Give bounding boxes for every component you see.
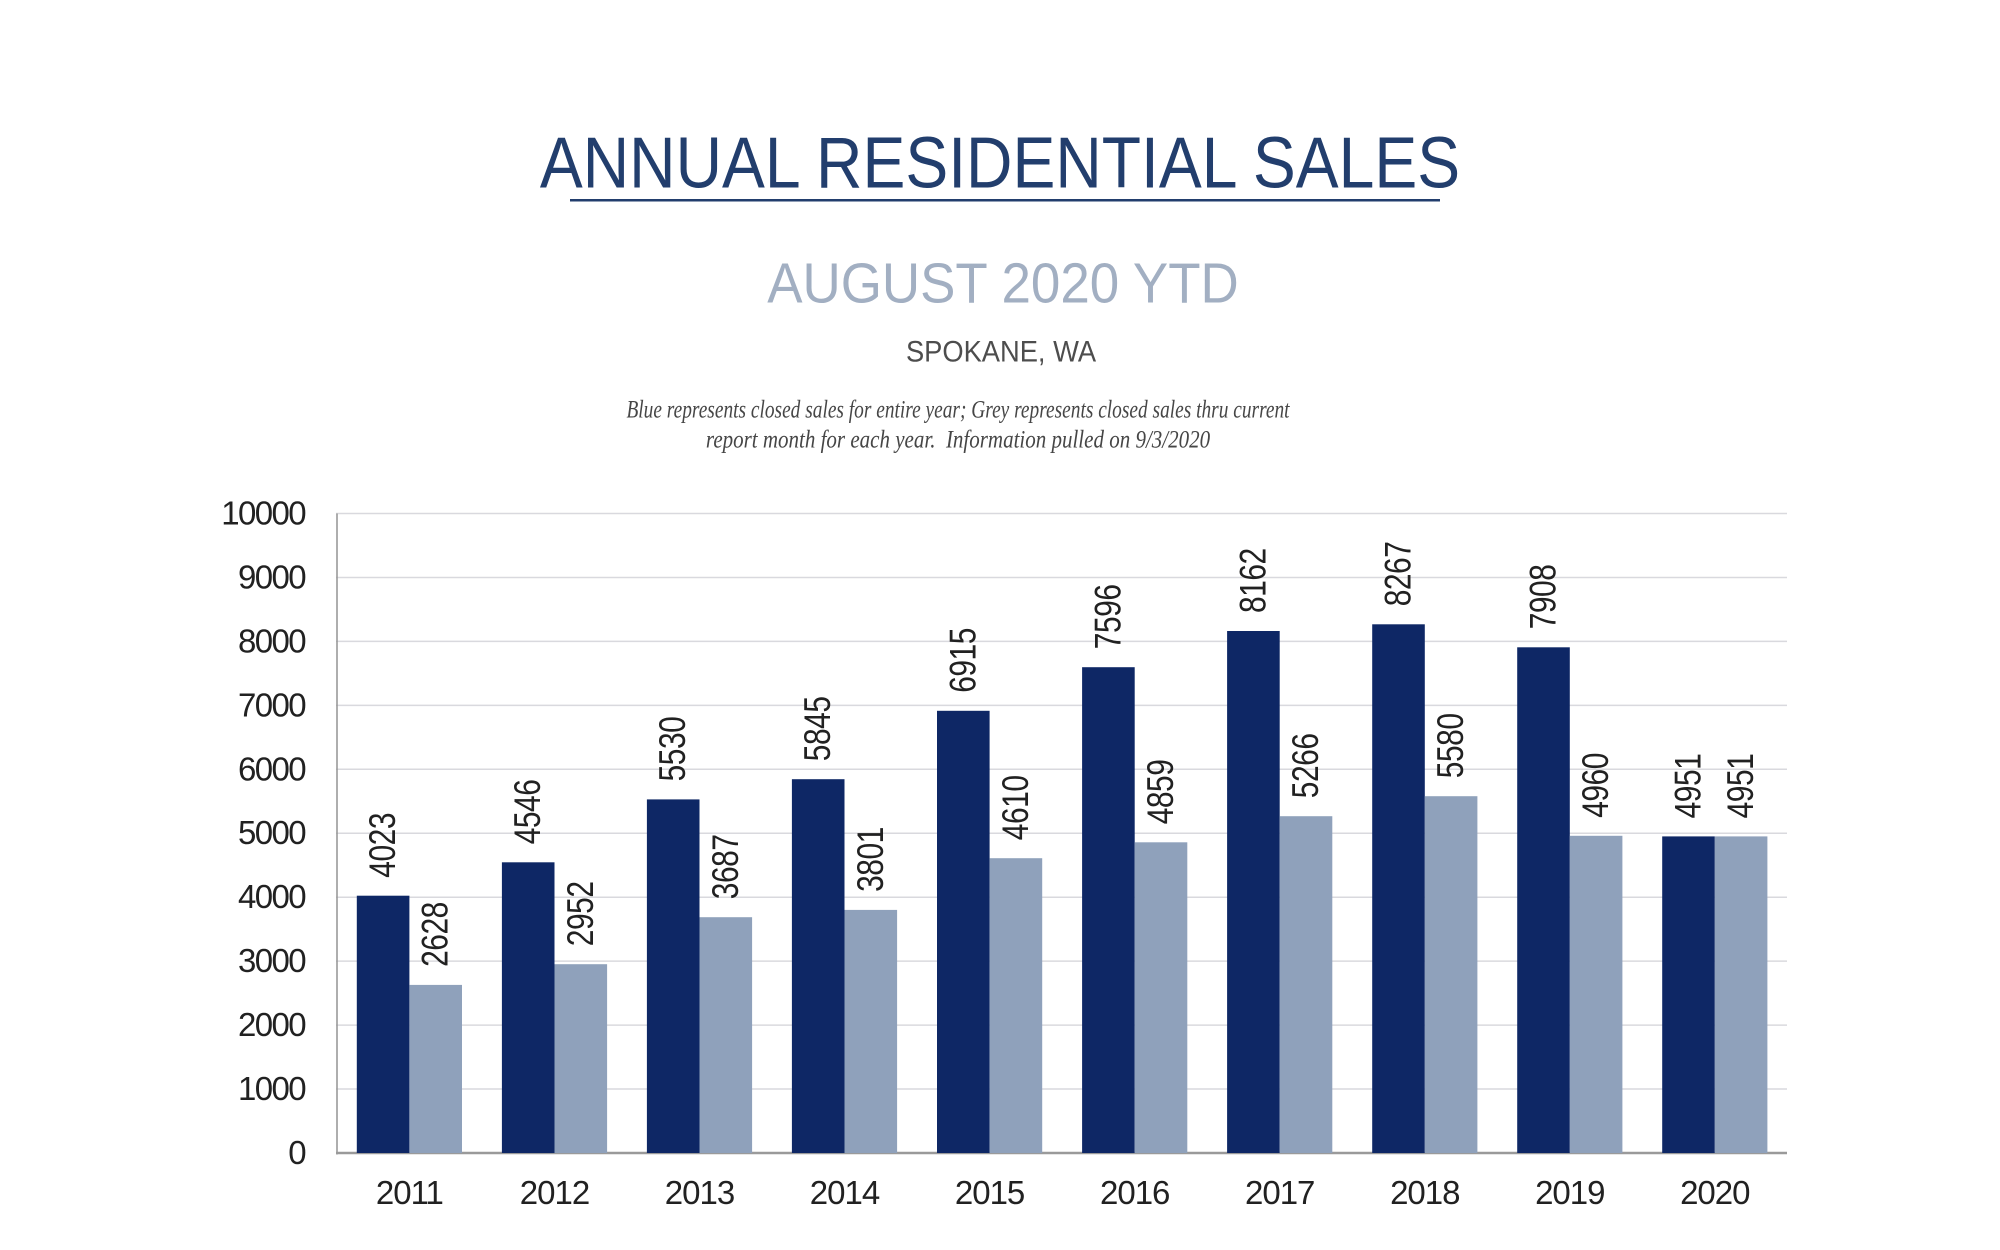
svg-text:2013: 2013	[665, 1174, 734, 1211]
svg-text:4960: 4960	[1576, 753, 1616, 818]
svg-text:2015: 2015	[955, 1174, 1024, 1211]
svg-text:9000: 9000	[238, 559, 306, 596]
svg-text:report month for each year. I: report month for each year. Information …	[706, 425, 1211, 453]
svg-text:2019: 2019	[1535, 1174, 1604, 1211]
svg-text:7000: 7000	[238, 686, 306, 723]
svg-text:7596: 7596	[1089, 584, 1129, 649]
svg-text:5530: 5530	[653, 717, 693, 782]
svg-text:2020: 2020	[1680, 1174, 1750, 1211]
svg-text:4859: 4859	[1141, 760, 1181, 825]
svg-text:5000: 5000	[238, 814, 306, 851]
svg-text:5266: 5266	[1286, 733, 1326, 798]
svg-text:2012: 2012	[520, 1174, 589, 1211]
svg-text:0: 0	[288, 1134, 306, 1171]
svg-text:Blue represents closed sales f: Blue represents closed sales for entire …	[626, 395, 1290, 423]
svg-text:ANNUAL RESIDENTIAL SALES: ANNUAL RESIDENTIAL SALES	[540, 122, 1460, 204]
svg-text:4610: 4610	[996, 775, 1036, 840]
svg-text:3000: 3000	[238, 942, 306, 979]
svg-text:2011: 2011	[376, 1174, 443, 1211]
svg-text:2018: 2018	[1390, 1174, 1459, 1211]
svg-text:7908: 7908	[1524, 565, 1564, 630]
svg-text:2016: 2016	[1100, 1174, 1169, 1211]
svg-text:3687: 3687	[706, 834, 746, 899]
svg-text:6000: 6000	[238, 750, 306, 787]
svg-text:8162: 8162	[1234, 548, 1274, 613]
svg-text:4023: 4023	[363, 813, 403, 878]
svg-text:6915: 6915	[944, 628, 984, 693]
svg-text:3801: 3801	[851, 827, 891, 892]
svg-text:2628: 2628	[416, 902, 456, 967]
svg-text:4000: 4000	[238, 878, 306, 915]
svg-text:5580: 5580	[1431, 713, 1471, 778]
svg-text:SPOKANE, WA: SPOKANE, WA	[906, 335, 1096, 368]
svg-text:5845: 5845	[798, 696, 838, 761]
svg-text:4546: 4546	[508, 780, 548, 845]
svg-text:4951: 4951	[1669, 754, 1709, 819]
svg-text:AUGUST 2020 YTD: AUGUST 2020 YTD	[767, 252, 1239, 315]
svg-text:8267: 8267	[1379, 542, 1419, 607]
svg-text:10000: 10000	[221, 495, 306, 532]
svg-text:2014: 2014	[810, 1174, 880, 1211]
svg-text:4951: 4951	[1721, 754, 1761, 819]
svg-text:2017: 2017	[1245, 1174, 1314, 1211]
svg-text:2952: 2952	[561, 881, 601, 946]
svg-text:8000: 8000	[238, 622, 306, 659]
svg-text:1000: 1000	[238, 1070, 306, 1107]
svg-text:2000: 2000	[238, 1006, 306, 1043]
